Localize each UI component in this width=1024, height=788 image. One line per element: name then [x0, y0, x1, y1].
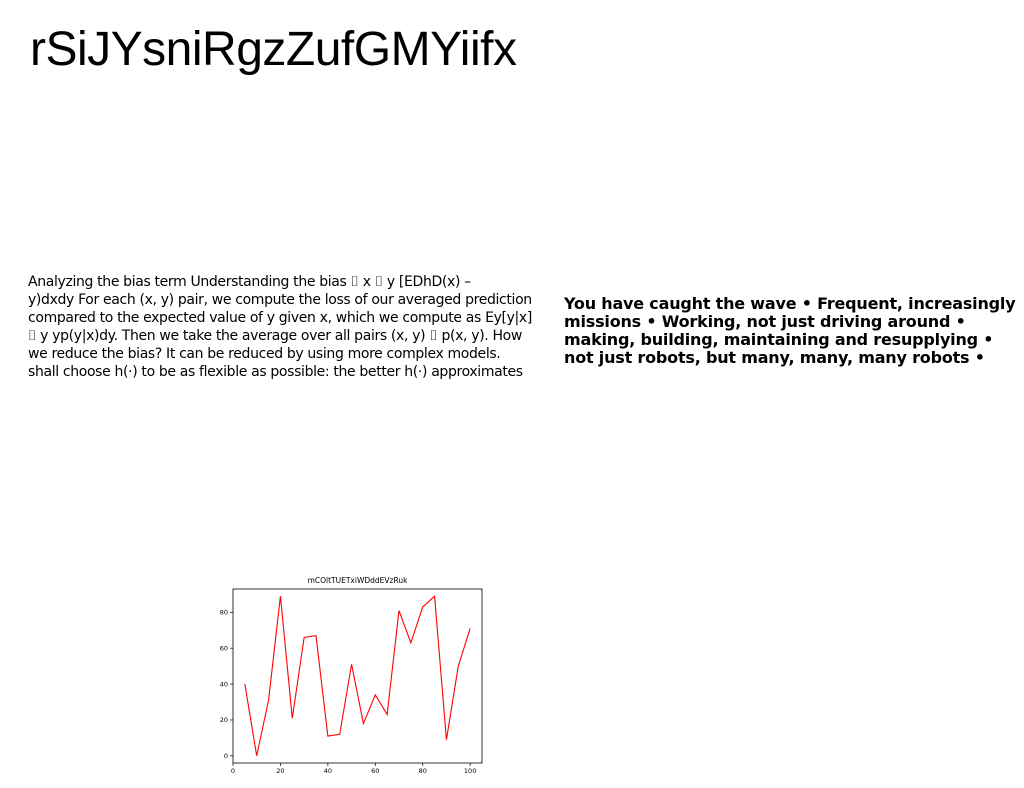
paragraph-line: making, building, maintaining and resupp… [564, 330, 994, 349]
x-tick-label: 20 [276, 767, 284, 775]
paragraph-line: You have caught the wave • Frequent, inc… [564, 294, 1016, 313]
series-line [244, 595, 471, 756]
chart-title: mCOltTUETxiWDddEVzRuk [308, 576, 409, 585]
paragraph-line: not just robots, but many, many, many ro… [564, 348, 985, 367]
paragraph-line: missions • Working, not just driving aro… [564, 312, 966, 331]
line-chart: mCOltTUETxiWDddEVzRuk 0 20 40 60 80 100 0 20 40 60… [200, 570, 500, 780]
paragraph-line: we reduce the bias? It can be reduced by… [28, 346, 501, 362]
x-tick-label: 60 [371, 767, 379, 775]
line-chart-svg: mCOltTUETxiWDddEVzRuk 0 20 40 60 80 100 0 20 40 60… [220, 576, 483, 775]
bias-analysis-paragraph: Analyzing the bias term Understanding th… [28, 273, 563, 381]
paragraph-line: compared to the expected value of y give… [28, 310, 532, 326]
y-tick-label: 60 [220, 644, 228, 652]
paragraph-line: y)dxdy For each (x, y) pair, we compute … [28, 292, 532, 308]
paragraph-line: shall choose h(·) to be as flexible as p… [28, 364, 523, 380]
x-tick-label: 0 [231, 767, 235, 775]
robots-bullet-paragraph: You have caught the wave • Frequent, inc… [564, 295, 1024, 367]
y-tick-label: 40 [220, 680, 228, 688]
y-tick-label: 0 [224, 752, 228, 760]
paragraph-line: ⌷ y yp(y|x)dy. Then we take the average … [28, 328, 523, 344]
plot-frame [232, 588, 483, 764]
y-tick-label: 80 [220, 609, 228, 617]
x-tick-label: 80 [419, 767, 427, 775]
y-tick-label: 20 [220, 716, 228, 724]
page-title: rSiJYsniRgzZufGMYiifx [30, 23, 517, 76]
x-tick-label: 40 [324, 767, 332, 775]
paragraph-line: Analyzing the bias term Understanding th… [28, 274, 471, 290]
x-tick-label: 100 [464, 767, 476, 775]
